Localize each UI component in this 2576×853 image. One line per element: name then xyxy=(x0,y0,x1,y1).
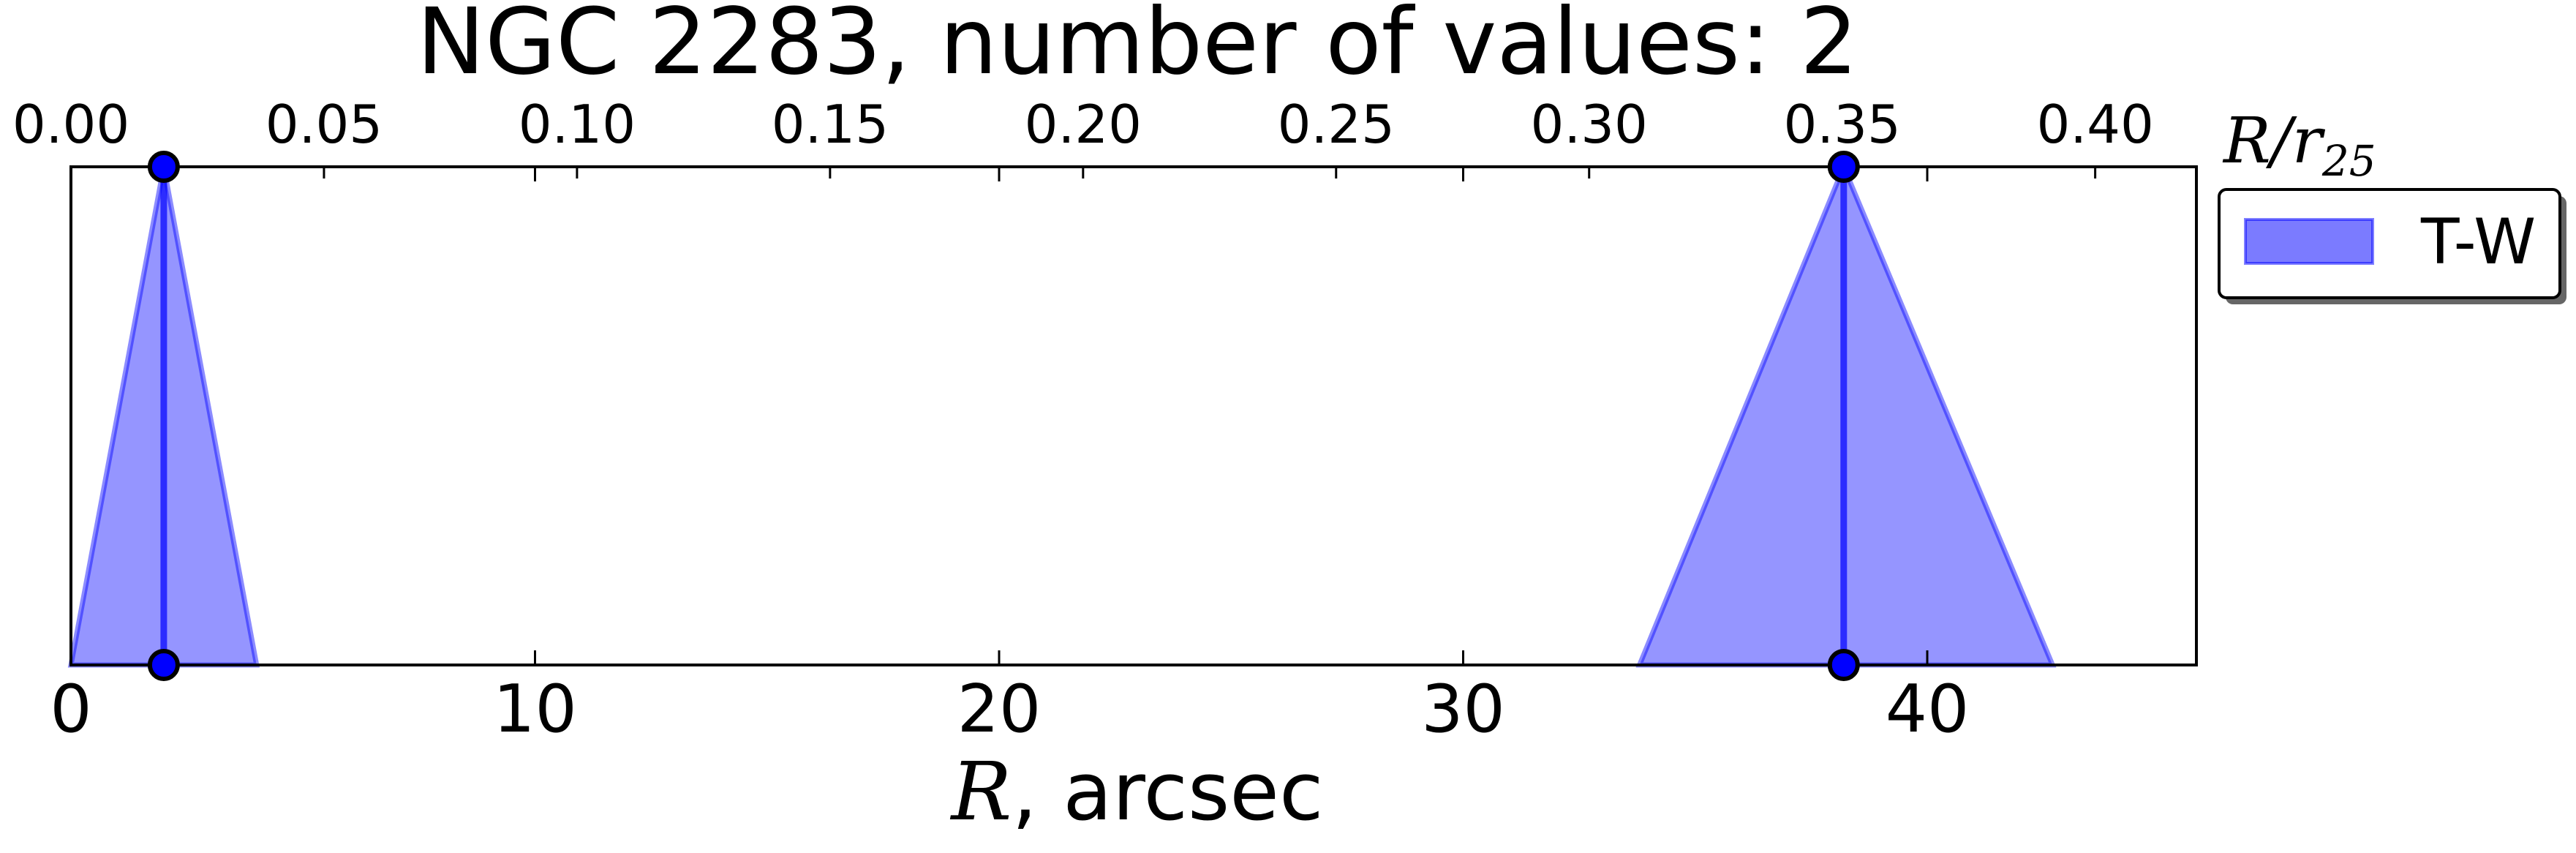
point-marker-bottom-0 xyxy=(147,649,180,681)
legend-box xyxy=(2218,188,2561,299)
series-fills xyxy=(67,159,2057,668)
x-tick-label: 30 xyxy=(1421,671,1505,748)
legend-swatch xyxy=(2244,218,2374,265)
top-tick-label: 0.25 xyxy=(1278,94,1395,155)
top-axis-subscript: 25 xyxy=(2321,136,2376,186)
top-axis-variable: R/r xyxy=(2222,105,2326,178)
top-axis-label: R/r25 xyxy=(2222,105,2376,186)
bottom-x-axis: 0 10 20 30 40 xyxy=(50,167,1969,748)
series-markers xyxy=(147,151,1860,681)
top-x-axis: 0.00 0.05 0.10 0.15 0.20 0.25 0.30 0.35 0.40 xyxy=(12,94,2154,179)
top-tick-label: 0.30 xyxy=(1531,94,1648,155)
top-tick-label: 0.00 xyxy=(12,94,129,155)
top-tick-label: 0.20 xyxy=(1025,94,1142,155)
legend: T-W xyxy=(2218,188,2566,304)
point-marker-bottom-1 xyxy=(1827,649,1860,681)
top-tick-label: 0.10 xyxy=(519,94,636,155)
x-axis-variable: R xyxy=(950,745,1012,838)
x-tick-label: 0 xyxy=(50,671,91,748)
chart-title: NGC 2283, number of values: 2 xyxy=(417,0,1858,95)
x-tick-label: 10 xyxy=(493,671,577,748)
top-tick-label: 0.05 xyxy=(265,94,383,155)
top-tick-label: 0.40 xyxy=(2036,94,2153,155)
legend-label: T-W xyxy=(2420,206,2536,279)
x-tick-label: 40 xyxy=(1886,671,1970,748)
x-tick-label: 20 xyxy=(957,671,1042,748)
x-axis-label: R, arcsec xyxy=(950,745,1324,838)
point-marker-top-0 xyxy=(147,151,180,183)
top-tick-label: 0.15 xyxy=(772,94,889,155)
x-axis-unit: , arcsec xyxy=(1012,745,1323,838)
series-lines xyxy=(160,167,1848,665)
plot-frame xyxy=(69,165,2198,666)
top-tick-label: 0.35 xyxy=(1784,94,1901,155)
point-marker-top-1 xyxy=(1827,151,1860,183)
